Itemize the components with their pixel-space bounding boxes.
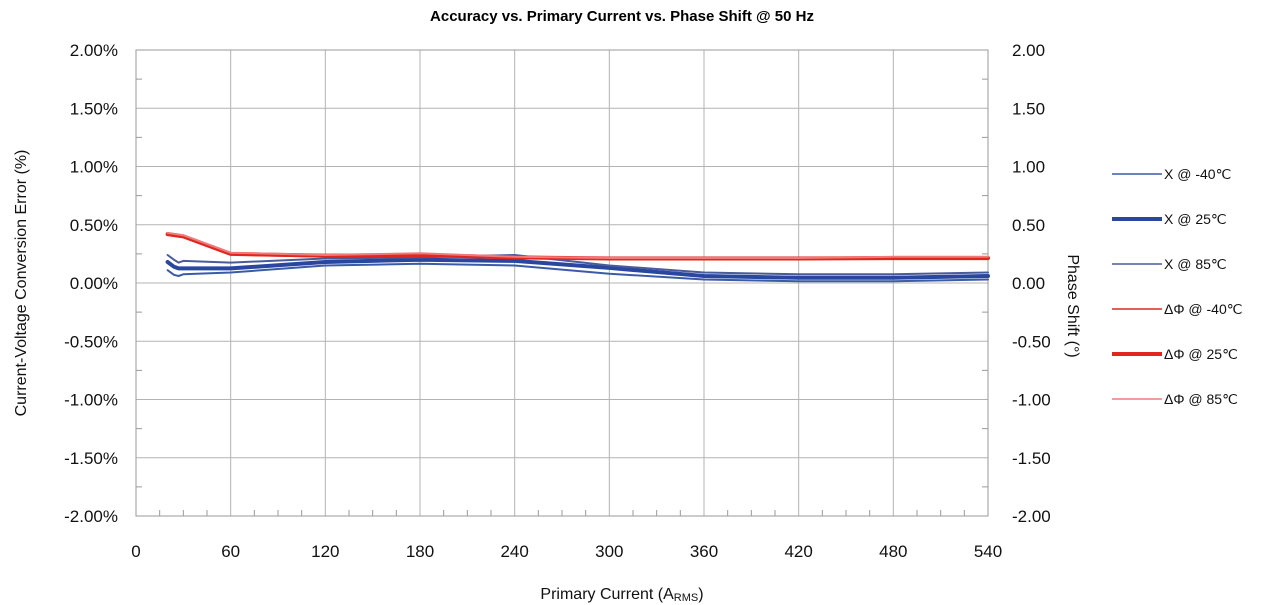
x-axis-label-main: Primary Current (A [540, 586, 674, 603]
y-axis-left-label: Current-Voltage Conversion Error (%) [13, 150, 30, 417]
series-line-1 [166, 262, 989, 283]
x-tick-label: 540 [974, 542, 1002, 561]
x-tick-label: 0 [131, 542, 140, 561]
chart-title: Accuracy vs. Primary Current vs. Phase S… [430, 8, 814, 25]
y-right-tick-label: 1.50 [1012, 99, 1045, 118]
y-right-tick-label: 0.00 [1012, 274, 1045, 293]
y-right-tick-labels: 2.00 1.50 1.00 0.50 0.00 -0.50 -1.00 -1.50 -2.00 [1012, 41, 1051, 526]
y-right-tick-label: 1.00 [1012, 158, 1045, 177]
y-left-tick-label: 0.50% [70, 216, 118, 235]
y-left-tick-label: 0.00% [70, 274, 118, 293]
legend-label-6: ΔΦ @ 85℃ [1164, 391, 1238, 407]
x-tick-label: 420 [784, 542, 812, 561]
y-left-tick-label: 2.00% [70, 41, 118, 60]
legend-label-4: ΔΦ @ -40℃ [1164, 301, 1242, 317]
x-tick-label: 360 [690, 542, 718, 561]
y-left-tick-label: -1.00% [64, 391, 118, 410]
minor-ticks [136, 78, 988, 516]
y-right-tick-label: -1.50 [1012, 449, 1051, 468]
series-line-2 [165, 257, 990, 280]
y-left-tick-labels: 2.00% 1.50% 1.00% 0.50% 0.00% -0.50% -1.00% -1.… [64, 41, 118, 526]
x-tick-labels: 0 60 120 180 240 300 360 420 480 540 [131, 542, 1002, 561]
series-lines [165, 231, 990, 283]
y-left-tick-label: -2.00% [64, 507, 118, 526]
y-right-tick-label: 0.50 [1012, 216, 1045, 235]
x-axis-label-end: ) [698, 586, 703, 603]
legend-label-3: X @ 85℃ [1164, 256, 1227, 272]
legend-label-2: X @ 25℃ [1164, 211, 1227, 227]
legend-label-5: ΔΦ @ 25℃ [1164, 346, 1238, 362]
y-left-tick-label: 1.50% [70, 99, 118, 118]
y-left-tick-label: -0.50% [64, 332, 118, 351]
legend-label-1: X @ -40℃ [1164, 166, 1231, 182]
x-tick-label: 480 [879, 542, 907, 561]
y-left-tick-label: -1.50% [64, 449, 118, 468]
legend: X @ -40℃ X @ 25℃ X @ 85℃ ΔΦ @ -40℃ ΔΦ @ 25℃ Δ… [1112, 166, 1242, 407]
y-left-tick-label: 1.00% [70, 158, 118, 177]
x-axis-label: Primary Current (ARMS) [540, 586, 703, 604]
x-tick-label: 300 [595, 542, 623, 561]
y-right-tick-label: 2.00 [1012, 41, 1045, 60]
series-line-6 [166, 231, 989, 259]
y-axis-right-label: Phase Shift (°) [1064, 254, 1081, 357]
x-axis-label-subscript: RMS [674, 592, 698, 604]
x-tick-label: 180 [406, 542, 434, 561]
series-line-3 [166, 254, 989, 276]
grid [136, 50, 988, 516]
y-right-tick-label: -0.50 [1012, 332, 1051, 351]
y-right-tick-label: -1.00 [1012, 391, 1051, 410]
y-right-tick-label: -2.00 [1012, 507, 1051, 526]
x-tick-label: 60 [221, 542, 240, 561]
x-tick-label: 120 [311, 542, 339, 561]
x-tick-label: 240 [500, 542, 528, 561]
